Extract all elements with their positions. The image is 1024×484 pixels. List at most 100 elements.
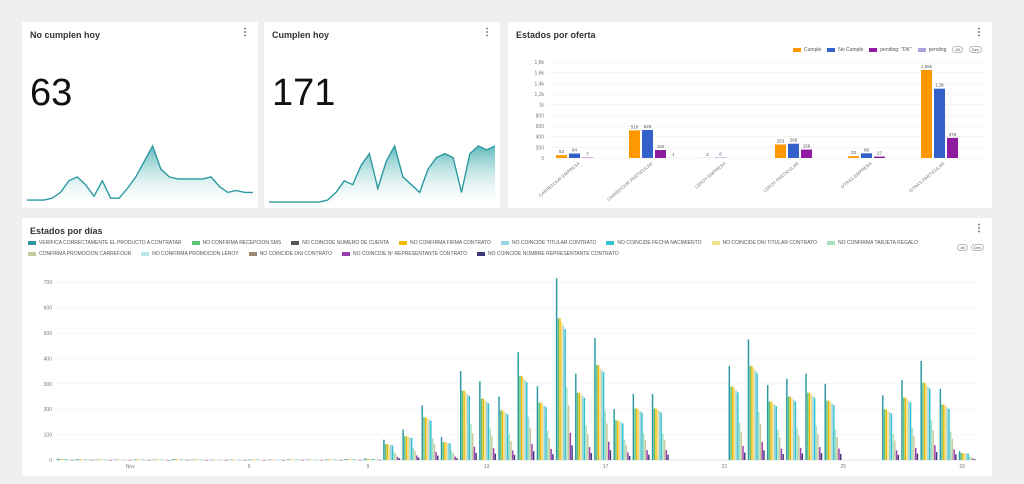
legend-toggle-pill[interactable]: Des: [968, 46, 982, 53]
legend-item[interactable]: NO CONFIRMA PROMOCION LEROY: [141, 251, 239, 257]
legend-item[interactable]: Cumple: [793, 47, 821, 53]
bar: [114, 459, 117, 460]
legend-item[interactable]: NO COINCIDE NUMERO DE CUENTA: [291, 240, 389, 246]
bar: [425, 417, 427, 460]
bar: [388, 444, 390, 460]
more-menu-icon[interactable]: ⋮: [974, 223, 984, 234]
y-tick-label: 0: [49, 458, 52, 464]
bar: [569, 153, 580, 158]
bar: [140, 459, 143, 460]
legend-item[interactable]: NO COINCIDE DNI TITULAR CONTRATO: [711, 240, 817, 246]
legend-item[interactable]: NO COINCIDE Nº REPRESENTANTE CONTRATO: [341, 251, 467, 257]
legend-item[interactable]: NO CONFIRMA RECEPCION SMS: [191, 240, 281, 246]
bar: [782, 454, 784, 460]
bar: [667, 454, 669, 460]
legend-item[interactable]: pending: "OK": [869, 47, 912, 53]
bar: [642, 130, 653, 158]
chart-legend: Cumple No Cumple pending: "OK" pending All De…: [793, 46, 982, 53]
bar: [742, 445, 744, 460]
bar: [229, 459, 232, 460]
legend-label: No Cumple: [838, 46, 864, 53]
bar: [815, 425, 818, 460]
legend-item[interactable]: NO CONFIRMA TARJETA REGALO: [826, 240, 918, 246]
bar: [883, 409, 886, 460]
card-title: Estados por oferta: [516, 30, 596, 40]
legend-toggle-pill[interactable]: All: [957, 244, 968, 251]
bar: [788, 143, 799, 158]
bar: [848, 156, 859, 158]
bar: [641, 412, 643, 460]
legend-toggle-pill[interactable]: Des: [970, 244, 984, 251]
legend-label: NO COINCIDE DNI TITULAR CONTRATO: [722, 240, 817, 246]
bar: [915, 447, 917, 460]
bar: [948, 408, 950, 460]
bar: [264, 459, 266, 461]
bar: [290, 459, 293, 460]
bar: [308, 459, 310, 461]
bar: [105, 459, 108, 461]
bar: [597, 364, 600, 460]
data-label: 1,65k: [921, 64, 933, 69]
bar: [508, 434, 511, 460]
legend-item[interactable]: NO COINCIDE FECHA NACIMIENTO: [606, 240, 702, 246]
bar: [974, 459, 976, 460]
legend-label: NO COINCIDE DNI CONTRATO: [259, 251, 332, 257]
bar: [791, 398, 793, 460]
bar: [658, 411, 661, 460]
bar: [615, 420, 617, 460]
bar: [440, 437, 443, 460]
bar: [644, 440, 647, 460]
bar: [65, 459, 68, 460]
bar: [751, 365, 753, 460]
legend-item[interactable]: pending: [917, 47, 946, 53]
bar: [172, 458, 174, 460]
bar: [517, 352, 519, 460]
bar: [519, 375, 521, 460]
bar: [327, 459, 329, 460]
legend-item[interactable]: CONFIRMA PROMOCION CARREFOUR: [28, 251, 131, 257]
legend-item[interactable]: NO COINCIDE TITULAR CONTRATO: [500, 240, 596, 246]
bar: [393, 451, 395, 460]
bar: [571, 445, 573, 460]
bar: [559, 318, 561, 460]
bar: [274, 459, 277, 461]
bar: [179, 459, 181, 460]
legend-item[interactable]: VERIFICA CORRECTAMENTE EL PRODUCTO A CON…: [28, 240, 182, 246]
legend-toggle-pill[interactable]: All: [952, 46, 963, 53]
data-label: 1: [672, 152, 675, 157]
bar: [520, 375, 523, 460]
bar: [522, 377, 525, 460]
bar: [646, 450, 648, 460]
bar: [444, 442, 446, 460]
legend-label: NO COINCIDE FECHA NACIMIENTO: [617, 240, 702, 246]
data-label: 525: [644, 124, 652, 129]
bar: [164, 459, 167, 461]
legend-item[interactable]: NO COINCIDE DNI CONTRATO: [248, 251, 332, 257]
bar: [838, 448, 840, 460]
bar: [309, 459, 312, 461]
bar: [547, 430, 549, 460]
more-menu-icon[interactable]: ⋮: [974, 27, 984, 38]
legend-item[interactable]: No Cumple: [827, 47, 863, 53]
bar: [540, 402, 542, 460]
bar: [622, 423, 624, 460]
y-tick-label: 200: [536, 145, 545, 151]
bar: [97, 459, 99, 461]
card-title: Estados por días: [30, 226, 103, 236]
x-tick-label: CARREFOUR PARTICULAR: [606, 160, 654, 201]
x-tick-label: OTRAS EMPRESA: [840, 161, 873, 190]
sparkline-chart: [269, 144, 496, 204]
bar: [569, 432, 572, 460]
legend-item[interactable]: NO COINCIDE NOMBRE REPRESENTANTE CONTRAT…: [477, 251, 619, 257]
bar: [149, 459, 151, 461]
bar: [102, 459, 104, 461]
legend-swatch: [793, 47, 802, 52]
legend-item[interactable]: NO CONFIRMA FIRMA CONTRATO: [399, 240, 491, 246]
bar: [492, 448, 495, 460]
more-menu-icon[interactable]: ⋮: [240, 27, 250, 38]
legend-swatch: [141, 252, 150, 256]
y-tick-label: 400: [44, 356, 53, 362]
bar: [280, 459, 282, 461]
more-menu-icon[interactable]: ⋮: [482, 27, 492, 38]
legend-swatch: [28, 241, 36, 245]
